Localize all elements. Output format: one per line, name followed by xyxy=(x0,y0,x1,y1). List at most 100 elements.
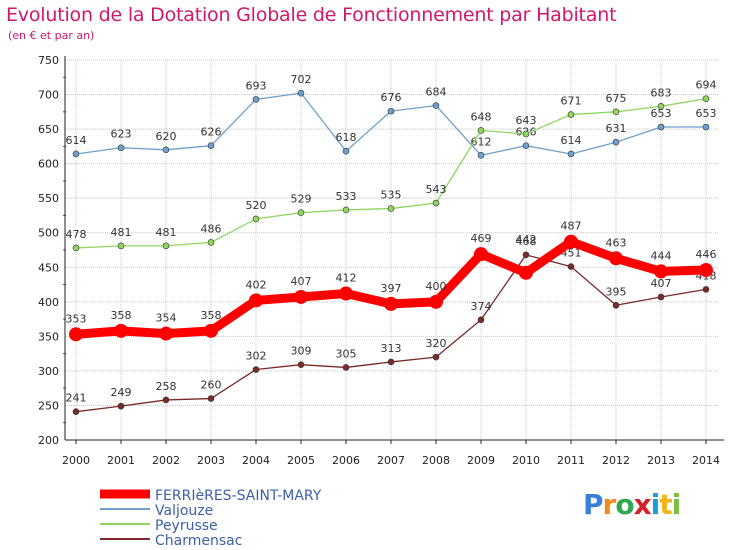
data-point xyxy=(207,142,215,149)
data-point xyxy=(159,326,173,341)
data-point xyxy=(429,294,443,309)
data-label: 533 xyxy=(336,190,357,203)
x-tick-label: 2001 xyxy=(107,454,135,467)
logo-letter: t xyxy=(659,488,672,521)
data-point xyxy=(207,395,215,402)
data-point xyxy=(522,130,530,138)
data-point xyxy=(297,209,305,216)
logo-letter: r xyxy=(602,488,617,521)
y-tick-label: 600 xyxy=(38,158,59,171)
data-point xyxy=(432,353,440,361)
data-point xyxy=(387,358,395,366)
data-label: 675 xyxy=(606,92,627,105)
data-point xyxy=(477,152,485,159)
data-point xyxy=(297,361,305,368)
proxiti-logo: Proxiti xyxy=(583,488,682,521)
data-point xyxy=(609,251,623,266)
y-tick-label: 550 xyxy=(38,192,59,205)
data-point xyxy=(657,293,665,301)
data-point xyxy=(519,265,533,280)
data-point xyxy=(387,107,395,115)
data-point xyxy=(294,289,308,304)
series-ferri-res-saint-mary: 353 358 354 358 402 407 412 397 400 469 468 487 463 4… xyxy=(66,220,717,342)
data-point xyxy=(162,396,170,404)
x-tick-label: 2002 xyxy=(152,454,180,467)
data-point xyxy=(72,408,80,415)
data-label: 626 xyxy=(201,126,222,139)
data-label: 614 xyxy=(66,134,87,147)
data-point xyxy=(162,146,170,154)
x-tick-label: 2006 xyxy=(332,454,360,467)
series-valjouze: 6146236206266937026186766846126266146316… xyxy=(66,73,717,159)
data-point xyxy=(114,323,128,338)
data-point xyxy=(204,323,218,338)
x-tick-label: 2007 xyxy=(377,454,405,467)
data-label: 684 xyxy=(426,86,447,99)
data-label: 395 xyxy=(606,285,627,298)
y-tick-label: 750 xyxy=(38,54,59,67)
x-tick-label: 2010 xyxy=(512,454,540,467)
data-label: 400 xyxy=(426,280,447,293)
data-label: 468 xyxy=(516,235,537,248)
data-point xyxy=(567,150,575,158)
data-label: 258 xyxy=(156,380,177,393)
data-point xyxy=(252,215,260,223)
chart-title: Evolution de la Dotation Globale de Fonc… xyxy=(6,4,617,26)
data-label: 402 xyxy=(246,278,267,291)
data-label: 374 xyxy=(471,300,492,313)
data-point xyxy=(567,263,575,270)
data-point xyxy=(117,402,125,410)
x-tick-label: 2005 xyxy=(287,454,315,467)
legend: FERRIèRES-SAINT-MARYValjouzePeyrusseChar… xyxy=(100,488,322,549)
data-label: 302 xyxy=(246,350,267,363)
data-label: 442 xyxy=(516,233,537,246)
data-label: 481 xyxy=(156,226,177,239)
legend-label: Valjouze xyxy=(155,503,213,519)
x-tick-label: 2012 xyxy=(602,454,630,467)
data-label: 618 xyxy=(336,131,357,144)
data-point xyxy=(342,147,350,155)
data-point xyxy=(474,247,488,262)
data-point xyxy=(72,150,80,158)
data-point xyxy=(207,239,215,246)
data-label: 358 xyxy=(111,309,132,322)
data-label: 444 xyxy=(651,249,672,262)
logo-letter: P xyxy=(583,488,604,521)
data-point xyxy=(69,327,83,342)
data-label: 631 xyxy=(606,122,627,135)
data-label: 358 xyxy=(201,309,222,322)
data-label: 683 xyxy=(651,86,672,99)
data-label: 702 xyxy=(291,73,312,86)
data-label: 694 xyxy=(696,79,717,92)
data-point xyxy=(252,96,260,103)
logo-letter: i xyxy=(671,488,682,521)
data-point xyxy=(702,95,710,102)
y-tick-label: 300 xyxy=(38,365,59,378)
data-point xyxy=(522,142,530,149)
legend-label: FERRIèRES-SAINT-MARY xyxy=(155,488,322,504)
y-tick-label: 250 xyxy=(38,399,59,412)
data-label: 481 xyxy=(111,226,132,239)
data-label: 313 xyxy=(381,342,402,355)
data-point xyxy=(117,242,125,250)
y-tick-label: 450 xyxy=(38,261,59,274)
data-point xyxy=(72,244,80,252)
data-label: 648 xyxy=(471,110,492,123)
data-label: 407 xyxy=(651,277,672,290)
data-label: 320 xyxy=(426,337,447,350)
data-point xyxy=(339,286,353,301)
y-tick-label: 400 xyxy=(38,296,59,309)
data-point xyxy=(564,234,578,249)
data-label: 520 xyxy=(246,199,267,212)
data-label: 653 xyxy=(696,107,717,120)
legend-label: Charmensac xyxy=(155,533,242,549)
data-label: 249 xyxy=(111,386,132,399)
data-point xyxy=(612,108,620,116)
data-label: 653 xyxy=(651,107,672,120)
logo-letter: i xyxy=(650,488,661,521)
data-label: 487 xyxy=(561,220,582,233)
x-tick-label: 2011 xyxy=(557,454,585,467)
